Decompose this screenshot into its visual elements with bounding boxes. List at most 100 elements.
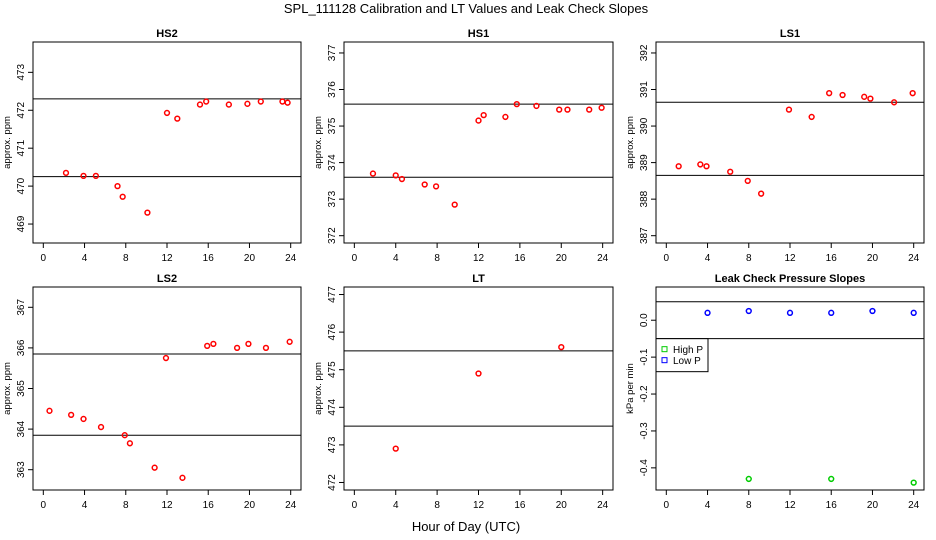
- y-tick-label: 472: [327, 474, 338, 491]
- data-point: [174, 115, 181, 122]
- data-point: [704, 309, 711, 316]
- x-tick-label: 8: [746, 500, 752, 511]
- data-point: [745, 307, 752, 315]
- series-lt: [392, 343, 565, 452]
- x-tick-label: 20: [556, 500, 568, 511]
- data-point: [369, 170, 377, 177]
- panel-title: LS2: [157, 273, 177, 285]
- data-point: [475, 117, 482, 124]
- y-tick-label: 372: [327, 227, 338, 244]
- data-point: [909, 90, 916, 97]
- data-point: [786, 309, 794, 316]
- y-tick-label: 388: [639, 190, 650, 207]
- y-tick-label: 474: [327, 399, 338, 416]
- x-tick-label: 24: [597, 500, 609, 511]
- data-point: [392, 445, 399, 452]
- y-tick-label: 477: [327, 286, 338, 303]
- y-tick-label: 475: [327, 361, 338, 378]
- x-tick-label: 0: [352, 253, 358, 264]
- y-tick-label: -0.1: [639, 348, 650, 366]
- data-point: [890, 99, 898, 106]
- panel-title: LT: [472, 273, 485, 285]
- x-tick-label: 8: [434, 253, 440, 264]
- data-point: [861, 93, 868, 100]
- panel-title: HS1: [468, 28, 489, 40]
- series-low-p: [704, 307, 917, 316]
- data-point: [392, 172, 399, 179]
- y-tick-label: 387: [639, 227, 650, 244]
- data-point: [558, 343, 565, 351]
- y-tick-label: 366: [16, 339, 27, 356]
- x-tick-label: 12: [784, 500, 796, 511]
- data-point: [869, 307, 876, 315]
- x-tick-label: 4: [705, 253, 711, 264]
- y-tick-label: -0.2: [639, 385, 650, 403]
- data-point: [114, 182, 121, 190]
- y-tick-label: 373: [327, 190, 338, 207]
- data-point: [785, 106, 793, 113]
- y-axis-label: kPa per min: [625, 363, 636, 414]
- data-point: [839, 91, 846, 99]
- data-point: [745, 475, 752, 483]
- data-point: [586, 106, 593, 113]
- y-tick-label: 471: [16, 139, 27, 156]
- y-axis-label: approx. ppm: [2, 362, 13, 415]
- legend-box: [655, 338, 709, 373]
- data-point: [119, 193, 126, 200]
- y-tick-label: 391: [639, 81, 650, 98]
- data-point: [757, 190, 765, 197]
- x-tick-label: 0: [664, 500, 670, 511]
- y-tick-label: 470: [16, 177, 27, 194]
- series-hs2: [62, 98, 291, 216]
- data-point: [244, 100, 251, 107]
- y-axis-label: approx. ppm: [625, 116, 636, 169]
- y-tick-label: 469: [16, 215, 27, 232]
- data-point: [46, 407, 53, 414]
- x-tick-label: 16: [203, 253, 215, 264]
- data-point: [564, 106, 571, 113]
- data-point: [808, 113, 815, 121]
- data-point: [257, 98, 264, 105]
- x-tick-label: 0: [352, 500, 358, 511]
- x-tick-label: 8: [123, 253, 129, 264]
- data-point: [697, 161, 704, 168]
- y-tick-label: 376: [327, 81, 338, 98]
- panel-title: HS2: [156, 28, 177, 40]
- chart-panel-1: HS2 0 4 8 12 16 20 24 469 470 471 472 473 approx. ppm: [2, 28, 302, 264]
- x-tick-label: 4: [82, 500, 88, 511]
- y-tick-label: 476: [327, 323, 338, 340]
- data-point: [80, 172, 87, 180]
- data-point: [867, 95, 874, 102]
- y-tick-label: 364: [16, 420, 27, 437]
- data-point: [744, 177, 751, 185]
- figure-title: SPL_111128 Calibration and LT Values and…: [284, 1, 649, 16]
- panel-title: Leak Check Pressure Slopes: [715, 273, 865, 285]
- data-point: [162, 354, 170, 362]
- data-point: [126, 440, 134, 447]
- data-point: [398, 175, 406, 183]
- y-tick-label: -0.4: [639, 459, 650, 477]
- x-tick-label: 20: [867, 500, 879, 511]
- series-ls1: [675, 90, 916, 197]
- x-tick-label: 20: [244, 253, 256, 264]
- series-hs1: [369, 100, 605, 208]
- legend-label: Low P: [673, 356, 701, 367]
- data-point: [502, 113, 509, 121]
- x-tick-label: 4: [705, 500, 711, 511]
- chart-panel-4: LS2 0 4 8 12 16 20 24 363 364 365 366 367 approx. ppm: [2, 273, 302, 511]
- x-tick-label: 24: [908, 253, 920, 264]
- figure-x-axis-label: Hour of Day (UTC): [412, 519, 520, 534]
- x-tick-label: 24: [285, 500, 297, 511]
- x-tick-label: 8: [746, 253, 752, 264]
- y-tick-label: 389: [639, 154, 650, 171]
- chart-panel-6: Leak Check Pressure Slopes 0 4 8 12 16 20 24 0.0…: [625, 273, 925, 511]
- x-tick-label: 20: [244, 500, 256, 511]
- data-point: [97, 423, 105, 431]
- y-tick-label: 375: [327, 117, 338, 134]
- x-tick-label: 20: [867, 253, 879, 264]
- data-point: [204, 342, 211, 350]
- series-ls2: [46, 338, 293, 481]
- y-tick-label: 472: [16, 101, 27, 118]
